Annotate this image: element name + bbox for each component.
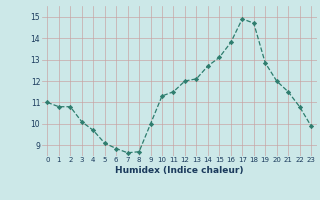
- X-axis label: Humidex (Indice chaleur): Humidex (Indice chaleur): [115, 166, 244, 175]
